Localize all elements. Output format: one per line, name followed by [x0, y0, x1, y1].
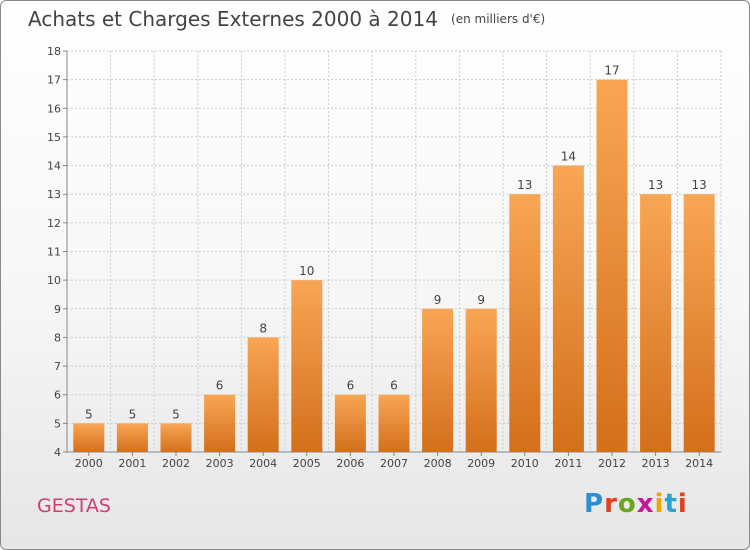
y-tick-label: 9 [54, 303, 61, 316]
bars [73, 79, 715, 453]
y-tick-label: 5 [54, 417, 61, 430]
bar [291, 280, 323, 452]
bar-value-label: 14 [561, 150, 576, 164]
bar [334, 394, 366, 452]
x-tick-label: 2003 [206, 457, 234, 470]
x-tick-label: 2014 [685, 457, 713, 470]
x-tick-label: 2012 [598, 457, 626, 470]
bar [204, 394, 236, 452]
bar [509, 194, 541, 452]
x-tick-label: 2001 [118, 457, 146, 470]
x-tick-label: 2013 [642, 457, 670, 470]
bar [640, 194, 672, 452]
y-tick-label: 18 [47, 45, 61, 58]
y-tick-label: 8 [54, 331, 61, 344]
logo-letter: x [636, 489, 655, 519]
y-tick-label: 4 [54, 446, 61, 459]
place-name: GESTAS [37, 495, 111, 517]
y-tick-label: 12 [47, 217, 61, 230]
bar [247, 337, 279, 452]
bar [465, 308, 497, 452]
bar-value-label: 9 [434, 293, 442, 307]
bar-value-label: 6 [390, 379, 398, 393]
bar-value-label: 6 [347, 379, 355, 393]
logo-letter: P [584, 489, 605, 519]
bar [378, 394, 410, 452]
x-tick-label: 2011 [554, 457, 582, 470]
proxiti-logo: Proxiti [584, 489, 688, 519]
bar [422, 308, 454, 452]
y-tick-label: 10 [47, 274, 61, 287]
bar-value-label: 9 [477, 293, 485, 307]
x-tick-label: 2010 [511, 457, 539, 470]
bar [160, 423, 192, 452]
logo-letter: i [677, 489, 688, 519]
x-tick-label: 2006 [336, 457, 364, 470]
bar [596, 79, 628, 453]
y-tick-label: 7 [54, 360, 61, 373]
y-tick-label: 6 [54, 389, 61, 402]
y-tick-label: 17 [47, 74, 61, 87]
bar-value-label: 5 [85, 407, 93, 421]
bar-value-label: 5 [172, 407, 180, 421]
x-tick-label: 2000 [75, 457, 103, 470]
logo-letter: i [654, 489, 665, 519]
logo-letter: t [664, 489, 678, 519]
bar [73, 423, 105, 452]
x-tick-label: 2008 [424, 457, 452, 470]
bar-value-label: 17 [604, 64, 619, 78]
bar-value-label: 13 [692, 178, 707, 192]
bar-value-label: 5 [129, 407, 137, 421]
bar-value-label: 10 [299, 264, 314, 278]
x-tick-label: 2002 [162, 457, 190, 470]
y-tick-label: 15 [47, 131, 61, 144]
logo-letter: r [604, 489, 618, 519]
x-tick-label: 2004 [249, 457, 277, 470]
bar-value-label: 8 [259, 321, 267, 335]
logo-letter: o [617, 489, 637, 519]
y-tick-label: 14 [47, 160, 61, 173]
x-tick-label: 2009 [467, 457, 495, 470]
chart-title: Achats et Charges Externes 2000 à 2014 [28, 7, 438, 31]
title-row: Achats et Charges Externes 2000 à 2014 (… [28, 7, 545, 31]
y-tick-label: 13 [47, 188, 61, 201]
x-tick-label: 2005 [293, 457, 321, 470]
bar [683, 194, 715, 452]
bar [116, 423, 148, 452]
y-tick-label: 11 [47, 246, 61, 259]
labels: 4 5 6 7 8 9 10 11 12 13 14 15 16 17 18 5 2000 5 2001 5 2002 6… [47, 45, 713, 470]
y-tick-label: 16 [47, 102, 61, 115]
chart-unit: (en milliers d'€) [451, 12, 546, 26]
bar-value-label: 13 [648, 178, 663, 192]
bar-value-label: 13 [517, 178, 532, 192]
bar-value-label: 6 [216, 379, 224, 393]
bar [552, 165, 584, 453]
x-tick-label: 2007 [380, 457, 408, 470]
